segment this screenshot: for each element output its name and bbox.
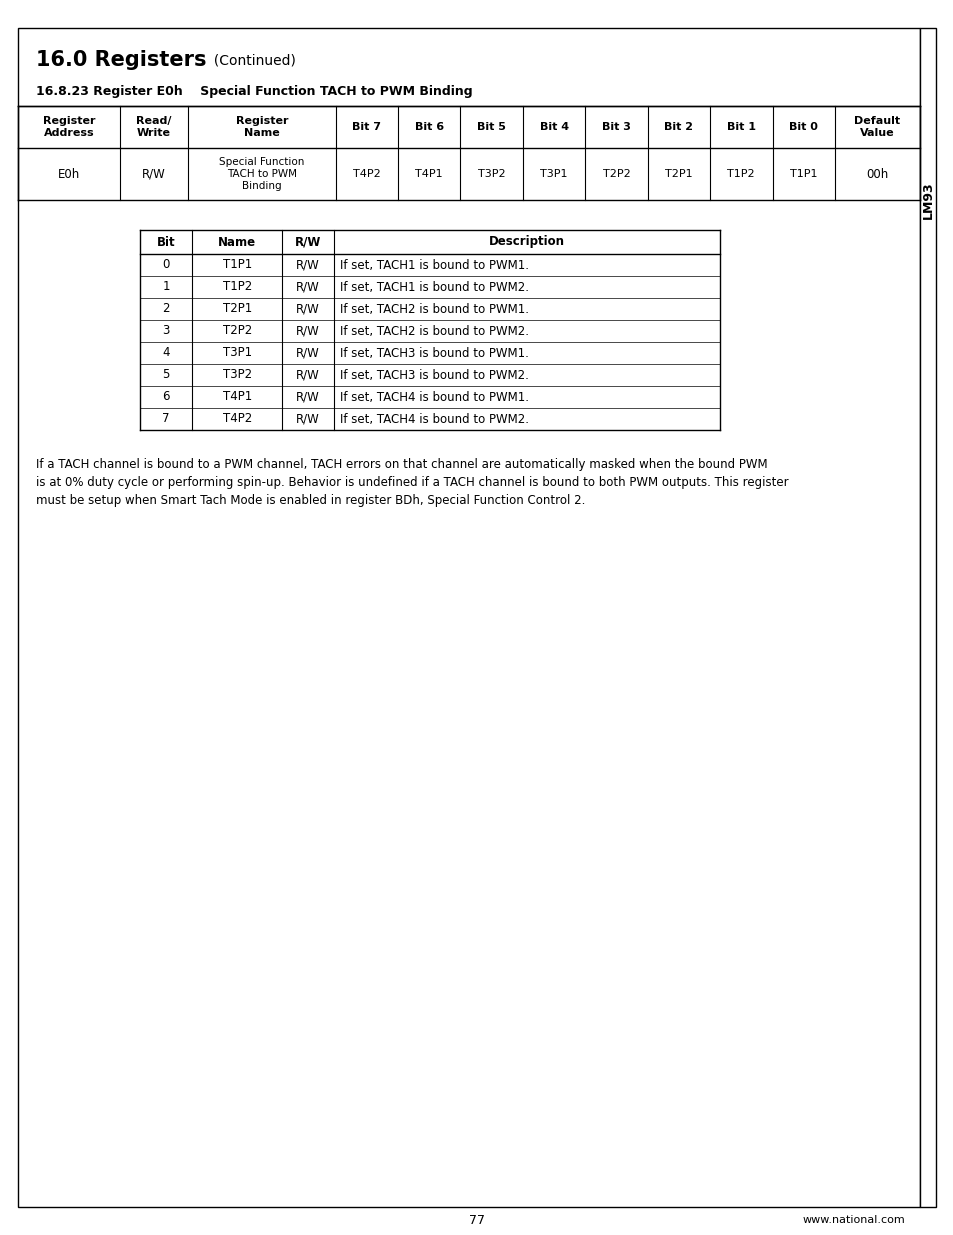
Text: T1P1: T1P1 [789,169,817,179]
Text: 1: 1 [162,280,170,294]
Text: R/W: R/W [296,303,320,315]
Text: If set, TACH3 is bound to PWM2.: If set, TACH3 is bound to PWM2. [340,368,529,382]
Text: T1P1: T1P1 [222,258,252,272]
Text: 4: 4 [162,347,170,359]
Text: If set, TACH4 is bound to PWM2.: If set, TACH4 is bound to PWM2. [340,412,529,426]
Text: 3: 3 [162,325,170,337]
Text: If set, TACH1 is bound to PWM1.: If set, TACH1 is bound to PWM1. [340,258,529,272]
Text: T2P2: T2P2 [222,325,252,337]
Text: 7: 7 [162,412,170,426]
Text: Bit 2: Bit 2 [663,122,693,132]
Text: T4P1: T4P1 [416,169,442,179]
Text: Bit 6: Bit 6 [415,122,443,132]
Text: T4P2: T4P2 [353,169,380,179]
Text: 0: 0 [162,258,170,272]
Text: Bit 0: Bit 0 [788,122,818,132]
Text: T2P2: T2P2 [602,169,630,179]
Text: 77: 77 [469,1214,484,1226]
Text: T4P1: T4P1 [222,390,252,404]
Text: T2P1: T2P1 [222,303,252,315]
Text: T3P1: T3P1 [222,347,252,359]
Text: If set, TACH1 is bound to PWM2.: If set, TACH1 is bound to PWM2. [340,280,529,294]
Text: R/W: R/W [296,325,320,337]
Text: R/W: R/W [296,368,320,382]
Text: If a TACH channel is bound to a PWM channel, TACH errors on that channel are aut: If a TACH channel is bound to a PWM chan… [36,458,788,508]
Text: R/W: R/W [296,412,320,426]
Text: R/W: R/W [296,390,320,404]
Text: E0h: E0h [58,168,80,180]
Text: R/W: R/W [294,236,321,248]
Text: Bit: Bit [156,236,175,248]
Text: R/W: R/W [296,280,320,294]
Text: Read/
Write: Read/ Write [136,116,172,138]
Text: R/W: R/W [142,168,166,180]
Text: Bit 1: Bit 1 [726,122,755,132]
Text: T3P2: T3P2 [477,169,505,179]
Text: Description: Description [489,236,564,248]
Text: T1P2: T1P2 [727,169,755,179]
Text: Special Function
TACH to PWM
Binding: Special Function TACH to PWM Binding [219,157,304,191]
Text: Register
Address: Register Address [43,116,95,138]
Text: Bit 7: Bit 7 [352,122,381,132]
Text: Bit 4: Bit 4 [539,122,568,132]
Text: If set, TACH2 is bound to PWM1.: If set, TACH2 is bound to PWM1. [340,303,529,315]
Text: T3P2: T3P2 [222,368,252,382]
Text: 00h: 00h [865,168,887,180]
Text: Default
Value: Default Value [854,116,900,138]
Text: 2: 2 [162,303,170,315]
Text: 16.8.23 Register E0h    Special Function TACH to PWM Binding: 16.8.23 Register E0h Special Function TA… [36,85,472,99]
Text: www.national.com: www.national.com [801,1215,904,1225]
Text: T2P1: T2P1 [664,169,692,179]
Text: R/W: R/W [296,258,320,272]
Text: If set, TACH2 is bound to PWM2.: If set, TACH2 is bound to PWM2. [340,325,529,337]
Text: Register
Name: Register Name [235,116,288,138]
Text: Bit 3: Bit 3 [601,122,630,132]
Text: LM93: LM93 [921,182,934,219]
Text: (Continued): (Continued) [205,53,295,67]
Text: Bit 5: Bit 5 [476,122,506,132]
Text: T3P1: T3P1 [539,169,567,179]
Text: 16.0 Registers: 16.0 Registers [36,49,206,70]
Text: If set, TACH4 is bound to PWM1.: If set, TACH4 is bound to PWM1. [340,390,529,404]
Text: If set, TACH3 is bound to PWM1.: If set, TACH3 is bound to PWM1. [340,347,529,359]
Text: T4P2: T4P2 [222,412,252,426]
Bar [919,28,935,1207]
Text: T1P2: T1P2 [222,280,252,294]
Text: Name: Name [218,236,256,248]
Text: R/W: R/W [296,347,320,359]
Text: 5: 5 [162,368,170,382]
Text: 6: 6 [162,390,170,404]
